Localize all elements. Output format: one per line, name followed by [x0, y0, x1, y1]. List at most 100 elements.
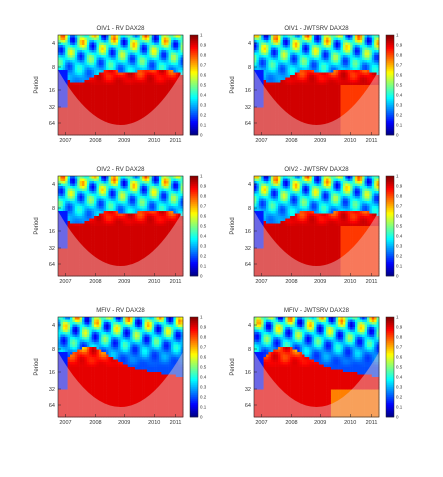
heatmap-cell	[163, 82, 167, 86]
heatmap-cell	[321, 52, 325, 56]
heatmap-cell	[62, 268, 66, 272]
heatmap-cell	[328, 130, 332, 133]
heatmap-cell	[67, 35, 71, 38]
heatmap-cell	[311, 70, 315, 73]
heatmap-cell	[158, 47, 162, 51]
heatmap-cell	[371, 35, 375, 38]
heatmap-cell	[362, 35, 365, 38]
heatmap-cell	[290, 115, 293, 118]
heatmap-cell	[170, 47, 174, 51]
heatmap-cell	[134, 45, 138, 48]
heatmap-cell	[89, 258, 92, 262]
heatmap-cell	[134, 87, 138, 91]
heatmap-cell	[96, 75, 100, 78]
heatmap-cell	[340, 125, 344, 128]
heatmap-cell	[146, 87, 150, 91]
heatmap-cell	[376, 102, 380, 106]
heatmap-cell	[60, 75, 64, 78]
heatmap-cell	[132, 37, 136, 41]
heatmap-cell	[156, 45, 160, 48]
heatmap-cell	[161, 75, 165, 78]
heatmap-cell	[77, 107, 80, 111]
heatmap-cell	[333, 52, 337, 56]
heatmap-cell	[352, 90, 356, 93]
heatmap-cell	[110, 107, 114, 111]
heatmap-cell	[366, 90, 370, 93]
heatmap-cell	[316, 45, 320, 48]
heatmap-cell	[103, 125, 107, 128]
heatmap-cell	[60, 82, 64, 86]
heatmap-cell	[173, 67, 177, 71]
heatmap-cell	[77, 120, 80, 123]
heatmap-cell	[180, 55, 184, 58]
heatmap-cell	[297, 90, 300, 93]
heatmap-cell	[139, 122, 143, 126]
heatmap-cell	[354, 90, 358, 93]
heatmap-cell	[366, 77, 370, 81]
heatmap-cell	[263, 115, 267, 118]
heatmap-cell	[376, 70, 380, 73]
heatmap-cell	[72, 268, 76, 272]
heatmap-cell	[316, 107, 320, 111]
heatmap-cell	[115, 122, 119, 126]
heatmap-cell	[168, 80, 172, 83]
heatmap-cell	[366, 115, 370, 118]
heatmap-cell	[96, 90, 100, 93]
heatmap-cells	[58, 35, 184, 136]
heatmap-cell	[266, 82, 269, 86]
heatmap-cell	[139, 115, 143, 118]
heatmap-cell	[101, 50, 104, 53]
heatmap-cell	[357, 130, 361, 133]
heatmap-cell	[364, 72, 368, 76]
heatmap-cell	[338, 70, 341, 73]
heatmap-cell	[292, 75, 296, 78]
heatmap-cell	[180, 42, 184, 46]
heatmap-cell	[299, 55, 303, 58]
heatmap-cell	[70, 176, 73, 179]
heatmap-cell	[299, 40, 303, 43]
heatmap-cell	[180, 127, 184, 131]
heatmap-cell	[151, 95, 155, 98]
heatmap-cell	[62, 35, 66, 38]
heatmap-cell	[77, 65, 80, 68]
heatmap-cell	[369, 45, 373, 48]
colorbar-segment	[190, 85, 198, 88]
heatmap-cell	[82, 35, 85, 38]
heatmap-cell	[326, 77, 329, 81]
heatmap-cell	[330, 122, 334, 126]
heatmap-cell	[311, 97, 315, 101]
heatmap-cell	[275, 95, 279, 98]
heatmap-cell	[166, 70, 169, 73]
heatmap-cell	[91, 203, 95, 207]
heatmap-cell	[58, 221, 61, 224]
heatmap-cell	[261, 92, 264, 96]
heatmap-cell	[65, 178, 68, 182]
heatmap-cell	[161, 67, 165, 71]
heatmap-cell	[306, 57, 310, 61]
heatmap-cell	[161, 90, 165, 93]
heatmap-cell	[366, 105, 370, 108]
heatmap-cell	[79, 122, 83, 126]
heatmap-cell	[297, 37, 300, 41]
heatmap-cell	[70, 186, 73, 189]
heatmap-cell	[374, 95, 377, 98]
heatmap-cell	[294, 97, 298, 101]
heatmap-cell	[357, 35, 361, 38]
heatmap-cell	[58, 97, 61, 101]
heatmap-cell	[345, 127, 349, 131]
heatmap-cell	[79, 201, 83, 204]
heatmap-cell	[106, 100, 109, 103]
heatmap-cell	[156, 57, 160, 61]
heatmap-cell	[321, 102, 325, 106]
heatmap-cell	[292, 110, 296, 113]
heatmap-cell	[82, 178, 85, 182]
heatmap-cell	[366, 45, 370, 48]
heatmap-cell	[91, 183, 95, 187]
heatmap-cell	[94, 72, 97, 76]
heatmap-cell	[82, 75, 85, 78]
heatmap-cell	[369, 110, 373, 113]
heatmap-cell	[321, 112, 325, 116]
heatmap-cell	[74, 95, 78, 98]
heatmap-cell	[178, 112, 181, 116]
